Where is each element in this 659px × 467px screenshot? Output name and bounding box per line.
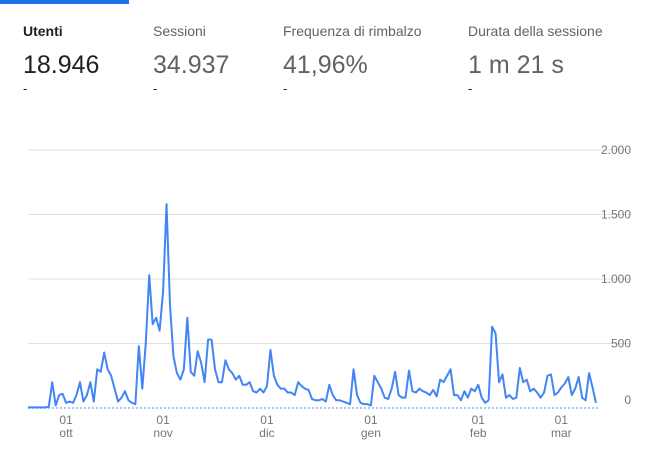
x-tick-label: 01 xyxy=(156,413,170,427)
active-tab-indicator xyxy=(0,0,129,4)
y-tick-label: 2.000 xyxy=(601,143,631,157)
x-tick-label: ott xyxy=(59,426,73,440)
metric-value[interactable]: 34.937 xyxy=(153,51,229,79)
x-tick-label: mar xyxy=(551,426,572,440)
x-tick-label: 01 xyxy=(59,413,73,427)
y-tick-label: 1.500 xyxy=(601,208,631,222)
metric-label[interactable]: Frequenza di rimbalzo xyxy=(283,23,422,39)
metric-value[interactable]: 1 m 21 s xyxy=(468,51,564,79)
x-tick-label: feb xyxy=(470,426,487,440)
x-tick-label: 01 xyxy=(555,413,569,427)
metric-label[interactable]: Durata della sessione xyxy=(468,23,603,39)
metric-label[interactable]: Utenti xyxy=(23,23,63,39)
metric-value[interactable]: 18.946 xyxy=(23,51,99,79)
x-tick-label: gen xyxy=(361,426,381,440)
metric-change: - xyxy=(23,81,27,96)
y-tick-label: 0 xyxy=(624,393,631,407)
metric-change: - xyxy=(468,81,472,96)
x-tick-label: 01 xyxy=(364,413,378,427)
y-tick-label: 1.000 xyxy=(601,272,631,286)
metric-change: - xyxy=(283,81,287,96)
x-tick-label: dic xyxy=(259,426,274,440)
data-line xyxy=(28,203,597,409)
metric-change: - xyxy=(153,81,157,96)
metric-label[interactable]: Sessioni xyxy=(153,23,206,39)
x-tick-label: 01 xyxy=(472,413,486,427)
y-tick-label: 500 xyxy=(611,337,631,351)
x-tick-label: nov xyxy=(153,426,172,440)
metric-value[interactable]: 41,96% xyxy=(283,51,368,79)
x-tick-label: 01 xyxy=(260,413,274,427)
